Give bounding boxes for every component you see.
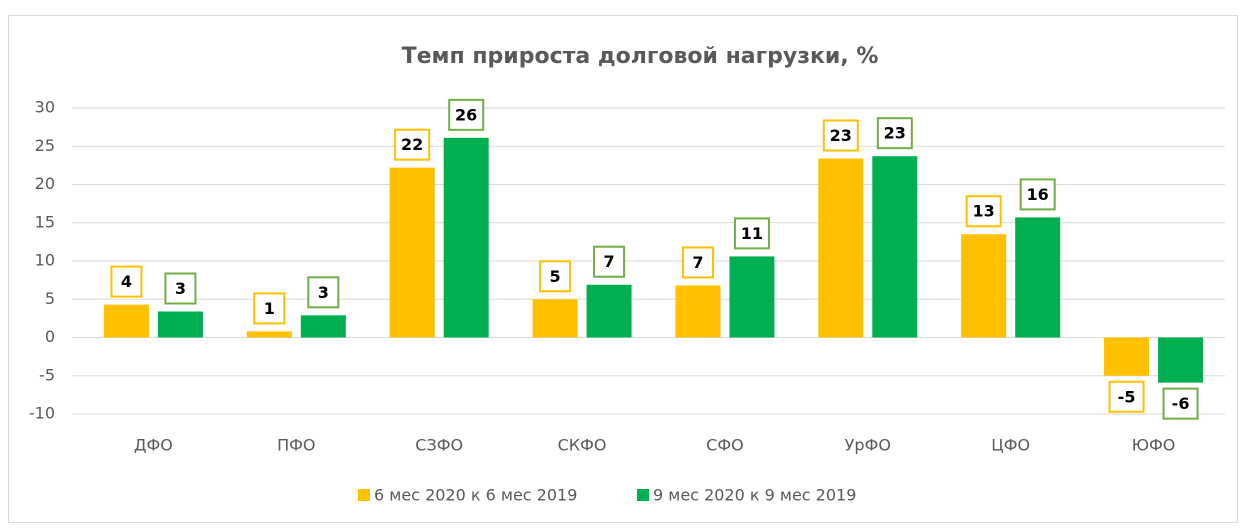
x-tick-label: ПФО: [277, 436, 315, 455]
value-label: 7: [603, 252, 614, 271]
bar: [961, 234, 1007, 338]
value-label-box: [733, 217, 770, 250]
bar: [729, 256, 775, 338]
value-label-box: [539, 260, 572, 293]
x-tick-label: СФО: [706, 436, 744, 455]
value-label-box: [1019, 178, 1056, 211]
y-tick-label: 25: [35, 136, 55, 155]
value-label: 16: [1027, 185, 1049, 204]
value-label: 23: [884, 124, 906, 143]
value-label: 3: [318, 283, 329, 302]
value-label: 11: [741, 224, 763, 243]
value-label-box: [253, 292, 286, 325]
value-label-box: [965, 195, 1002, 228]
value-label: 22: [401, 135, 423, 154]
y-tick-label: 0: [45, 327, 55, 346]
value-label-box: [593, 245, 626, 278]
bar: [1158, 337, 1204, 383]
y-tick-label: 15: [35, 212, 55, 231]
x-tick-label: СЗФО: [415, 436, 463, 455]
y-tick-label: 20: [35, 174, 55, 193]
value-label-box: [822, 119, 859, 152]
value-label: -6: [1172, 394, 1190, 413]
x-tick-label: ЮФО: [1132, 436, 1176, 455]
value-label: 23: [830, 126, 852, 145]
bar: [1015, 217, 1061, 338]
bar: [532, 299, 578, 338]
value-label-box: [681, 246, 714, 279]
y-tick-label: 5: [45, 289, 55, 308]
value-label: 4: [121, 272, 132, 291]
value-label: -5: [1118, 387, 1136, 406]
chart-title: Темп прироста долговой нагрузки, %: [402, 44, 879, 69]
legend-swatch: [358, 489, 370, 501]
value-label-box: [1162, 387, 1199, 420]
bar: [443, 137, 489, 338]
value-label: 26: [455, 105, 477, 124]
bar: [1104, 337, 1150, 376]
bar: [300, 315, 346, 338]
x-tick-label: ЦФО: [991, 436, 1030, 455]
bar: [157, 311, 203, 338]
y-tick-label: -5: [39, 365, 55, 384]
value-label: 7: [692, 253, 703, 272]
bar: [103, 304, 149, 338]
value-label-box: [394, 128, 431, 161]
x-tick-label: ДФО: [134, 436, 173, 455]
legend-label: 9 мес 2020 к 9 мес 2019: [653, 486, 856, 505]
value-label-box: [307, 276, 340, 309]
x-tick-label: СКФО: [558, 436, 607, 455]
bar: [818, 158, 864, 338]
value-label-box: [110, 265, 143, 298]
bar: [586, 284, 632, 338]
value-label: 13: [973, 202, 995, 221]
bar: [675, 285, 721, 338]
y-tick-label: 30: [35, 98, 55, 117]
legend-swatch: [637, 489, 649, 501]
bar: [872, 156, 918, 338]
value-label-box: [164, 272, 197, 305]
value-label: 5: [549, 267, 560, 286]
y-tick-label: 10: [35, 251, 55, 270]
bar: [389, 167, 435, 338]
value-label-box: [876, 117, 913, 150]
value-label-box: [448, 98, 485, 131]
y-tick-label: -10: [29, 404, 55, 423]
value-label-box: [1108, 380, 1145, 413]
x-tick-label: УрФО: [845, 436, 891, 455]
value-label: 3: [175, 279, 186, 298]
value-label: 1: [264, 299, 275, 318]
bar: [246, 331, 292, 338]
legend-label: 6 мес 2020 к 6 мес 2019: [374, 486, 577, 505]
